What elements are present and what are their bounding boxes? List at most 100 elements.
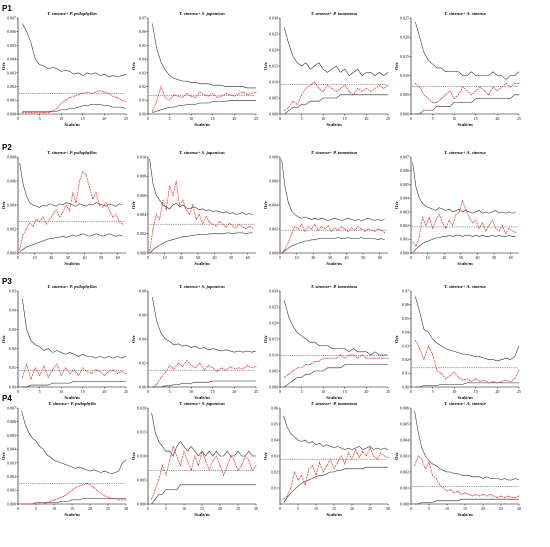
observed-point	[327, 224, 329, 226]
observed-point	[30, 112, 32, 114]
observed-point	[89, 484, 91, 486]
observed-point	[208, 364, 209, 366]
observed-point	[28, 503, 30, 505]
panel-title: T. sinense+ P. psilophyllus	[47, 150, 97, 155]
observed-point	[64, 495, 66, 497]
series-lower	[19, 233, 123, 253]
observed-point	[78, 375, 79, 376]
observed-point	[164, 97, 166, 98]
observed-point	[177, 362, 179, 364]
x-tick-label: 20	[49, 255, 53, 260]
observed-point	[222, 223, 224, 225]
y-axis-label: Oı/r	[263, 335, 268, 343]
panel-p2-4: T. sinense+ A. sinense 0.000 0.001 0.002 0.0…	[394, 150, 519, 266]
x-tick-label: 50	[99, 255, 103, 260]
x-tick-label: 0	[147, 506, 149, 511]
x-tick-label: 50	[229, 255, 233, 260]
observed-point	[457, 490, 459, 492]
y-tick-label: 0.002	[7, 84, 16, 89]
observed-point	[432, 353, 434, 355]
observed-point	[65, 204, 67, 206]
x-tick-label: 30	[328, 255, 332, 260]
observed-point	[160, 376, 162, 378]
observed-point	[314, 223, 316, 225]
observed-point	[292, 100, 294, 102]
observed-point	[186, 360, 188, 362]
observed-point	[450, 489, 452, 491]
x-tick-label: 15	[343, 389, 347, 394]
observed-point	[436, 102, 438, 103]
observed-point	[24, 503, 26, 505]
observed-point	[344, 84, 346, 86]
observed-point	[194, 455, 196, 457]
observed-point	[518, 82, 520, 84]
observed-point	[365, 455, 367, 457]
observed-point	[47, 112, 49, 114]
observed-point	[462, 86, 464, 88]
y-tick-label: 0.000	[137, 250, 146, 255]
series-observed	[149, 180, 253, 252]
observed-point	[483, 90, 485, 92]
y-axis-label: Oı/r	[131, 452, 136, 460]
observed-point	[21, 112, 23, 114]
y-tick-label: 0.000	[269, 250, 278, 255]
y-tick-label: 0.002	[269, 226, 278, 231]
panel-title: T. sinense+ P. tomentosa	[311, 11, 358, 16]
observed-point	[496, 497, 498, 499]
series-upper	[284, 300, 388, 356]
observed-point	[435, 477, 437, 479]
observed-point	[108, 92, 110, 94]
observed-point	[233, 460, 235, 462]
observed-point	[53, 499, 55, 501]
y-tick-label: 0.004	[400, 196, 409, 201]
y-tick-label: 0.06	[402, 302, 409, 307]
y-tick-label: 0.015	[137, 429, 146, 434]
y-tick-label: 0.006	[269, 178, 278, 183]
observed-point	[370, 91, 372, 93]
x-tick-label: 25	[254, 116, 258, 121]
y-tick-label: 0.002	[400, 223, 409, 228]
observed-point	[344, 463, 346, 465]
observed-point	[301, 367, 303, 369]
y-axis-label: Oı/r	[131, 62, 136, 70]
observed-point	[165, 209, 167, 211]
observed-point	[208, 469, 210, 471]
x-tick-label: 5	[35, 506, 37, 511]
observed-point	[283, 498, 285, 500]
x-tick-label: 0	[147, 389, 149, 394]
observed-point	[419, 86, 421, 88]
series-observed	[415, 340, 520, 384]
observed-point	[442, 487, 444, 489]
y-tick-label: 0.007	[7, 405, 16, 410]
series-lower	[21, 498, 126, 505]
observed-point	[383, 357, 385, 359]
observed-point	[238, 367, 240, 369]
observed-point	[475, 493, 477, 495]
observed-point	[458, 376, 459, 378]
x-tick-label: 15	[81, 116, 85, 121]
observed-point	[78, 94, 79, 96]
observed-point	[172, 194, 174, 196]
panel-p3-3: T. sinense+ P. tomentosa 0.000 0.005 0.010 0…	[263, 284, 390, 400]
observed-point	[202, 223, 204, 225]
observed-point	[452, 225, 453, 227]
observed-point	[307, 226, 309, 228]
observed-point	[428, 216, 430, 218]
observed-point	[169, 364, 171, 366]
observed-point	[492, 86, 494, 88]
observed-point	[31, 503, 33, 505]
series-observed	[21, 362, 127, 381]
y-tick-label: 0.06	[271, 405, 278, 410]
observed-point	[121, 371, 123, 373]
observed-point	[383, 87, 385, 89]
observed-point	[99, 371, 101, 373]
observed-point	[19, 248, 21, 250]
observed-point	[209, 221, 210, 223]
y-tick-label: 0.08	[139, 288, 146, 293]
observed-point	[62, 211, 64, 213]
observed-point	[165, 474, 167, 476]
x-tick-label: 30	[459, 255, 463, 260]
observed-point	[114, 498, 116, 499]
observed-point	[125, 373, 127, 375]
observed-point	[225, 369, 227, 371]
